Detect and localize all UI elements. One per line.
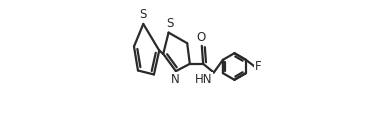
Text: F: F xyxy=(255,60,262,73)
Text: N: N xyxy=(171,73,180,86)
Text: S: S xyxy=(166,17,173,30)
Text: O: O xyxy=(196,31,205,44)
Text: HN: HN xyxy=(195,73,213,86)
Text: S: S xyxy=(140,8,147,21)
